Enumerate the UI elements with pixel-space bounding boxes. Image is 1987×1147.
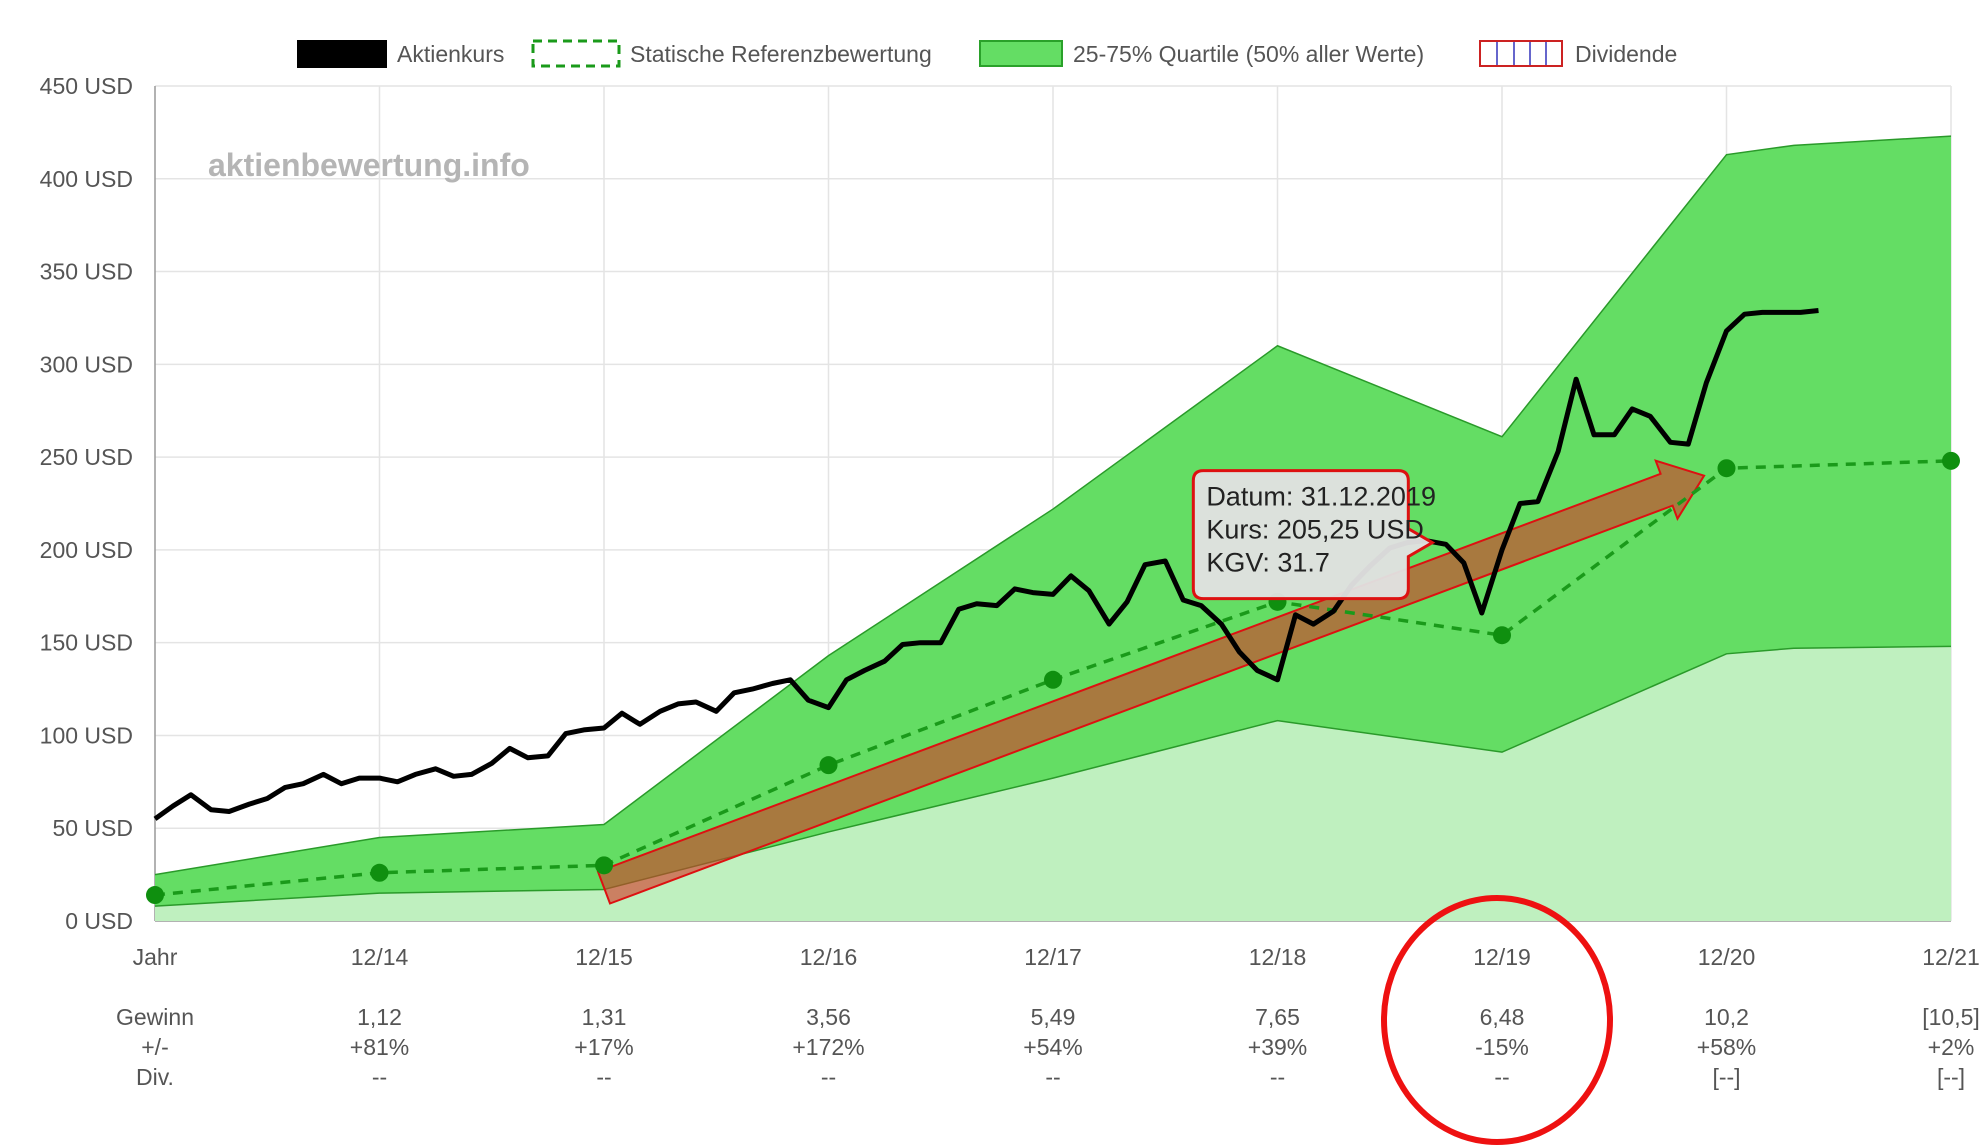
highlight-circle [1381,895,1613,1145]
row-value: +17% [574,1034,633,1060]
row-value: +172% [792,1034,864,1060]
row-label: Div. [136,1064,174,1090]
x-tick-label: 12/21 [1922,944,1980,970]
reference-point [595,856,613,875]
legend-swatch-dividend[interactable] [1479,40,1563,67]
legend-label-dividend[interactable]: Dividende [1575,41,1677,67]
row-label: Gewinn [116,1004,194,1030]
y-axis-ticks: 0 USD 50 USD 100 USD 150 USD 200 USD 250 USD 3… [40,73,133,934]
x-tick-label: 12/14 [351,944,409,970]
reference-point [1044,670,1062,689]
row-value: -15% [1475,1034,1529,1060]
x-tick-label: Jahr [133,944,178,970]
y-tick-label: 400 USD [40,166,133,192]
tooltip-box [1191,469,1436,601]
row-value: 6,48 [1480,1004,1525,1030]
row-value: 5,49 [1031,1004,1076,1030]
reference-point [819,756,838,775]
y-tick-label: 450 USD [40,73,133,99]
row-value: -- [596,1064,611,1090]
watermark: aktienbewertung.info [208,147,530,183]
y-tick-label: 0 USD [65,908,133,934]
row-value: +58% [1697,1034,1756,1060]
row-value: +54% [1023,1034,1082,1060]
x-tick-label: 12/18 [1249,944,1307,970]
x-tick-label: 12/16 [800,944,858,970]
row-value: [--] [1712,1064,1740,1090]
band-upper-edge [154,135,1952,876]
reference-point [370,863,389,882]
y-tick-label: 100 USD [40,722,133,748]
row-value: [--] [1937,1064,1965,1090]
quartile-band [154,135,1952,921]
legend: Aktienkurs Statische Referenzbewertung 2… [297,39,1677,68]
lower-area-fill [155,646,1951,921]
row-value: -- [372,1064,387,1090]
x-tick-label: 12/19 [1473,944,1531,970]
row-value: +39% [1248,1034,1307,1060]
row-value: [10,5] [1922,1004,1980,1030]
reference-point [1717,459,1736,478]
earnings-table: Gewinn 1,12 1,31 3,56 5,49 7,65 6,48 10,2 [10,5]… [116,1004,1980,1090]
row-value: 1,12 [357,1004,402,1030]
row-label: +/- [141,1034,168,1060]
y-tick-label: 250 USD [40,444,133,470]
legend-swatch-price[interactable] [297,40,387,68]
reference-point [1493,626,1511,645]
x-tick-label: 12/15 [575,944,633,970]
x-tick-label: 12/20 [1698,944,1756,970]
y-tick-label: 300 USD [40,351,133,377]
row-value: -- [1045,1064,1060,1090]
y-tick-label: 150 USD [40,630,133,656]
row-value: +2% [1928,1034,1975,1060]
y-tick-label: 350 USD [40,259,133,285]
tooltip-line: KGV: 31.7 [1206,548,1330,578]
legend-label-reference[interactable]: Statische Referenzbewertung [630,41,932,67]
quartile-band-fill [155,136,1951,907]
row-value: -- [1270,1064,1285,1090]
row-value: 7,65 [1255,1004,1300,1030]
x-tick-label: 12/17 [1024,944,1082,970]
y-tick-label: 200 USD [40,537,133,563]
row-value: 3,56 [806,1004,851,1030]
trend-arrow [596,459,1706,905]
x-axis-ticks: Jahr 12/14 12/15 12/16 12/17 12/18 12/19 12/20 1… [133,944,1980,970]
price-line [153,308,1819,821]
y-tick-label: 50 USD [52,815,133,841]
reference-point [146,886,164,905]
row-value: 1,31 [582,1004,627,1030]
trend-arrow-shape [596,459,1706,905]
legend-label-quartile[interactable]: 25-75% Quartile (50% aller Werte) [1073,41,1424,67]
band-lower-edge [154,645,1952,907]
legend-swatch-quartile[interactable] [979,40,1063,67]
legend-swatch-reference[interactable] [531,39,621,68]
tooltip-line: Datum: 31.12.2019 [1206,482,1436,512]
tooltip-line: Kurs: 205,25 USD [1206,515,1424,545]
price-path [153,308,1819,821]
reference-point [1942,451,1960,470]
row-value: 10,2 [1704,1004,1749,1030]
row-value: +81% [350,1034,409,1060]
row-value: -- [1494,1064,1509,1090]
row-value: -- [821,1064,836,1090]
legend-label-price[interactable]: Aktienkurs [397,41,504,67]
